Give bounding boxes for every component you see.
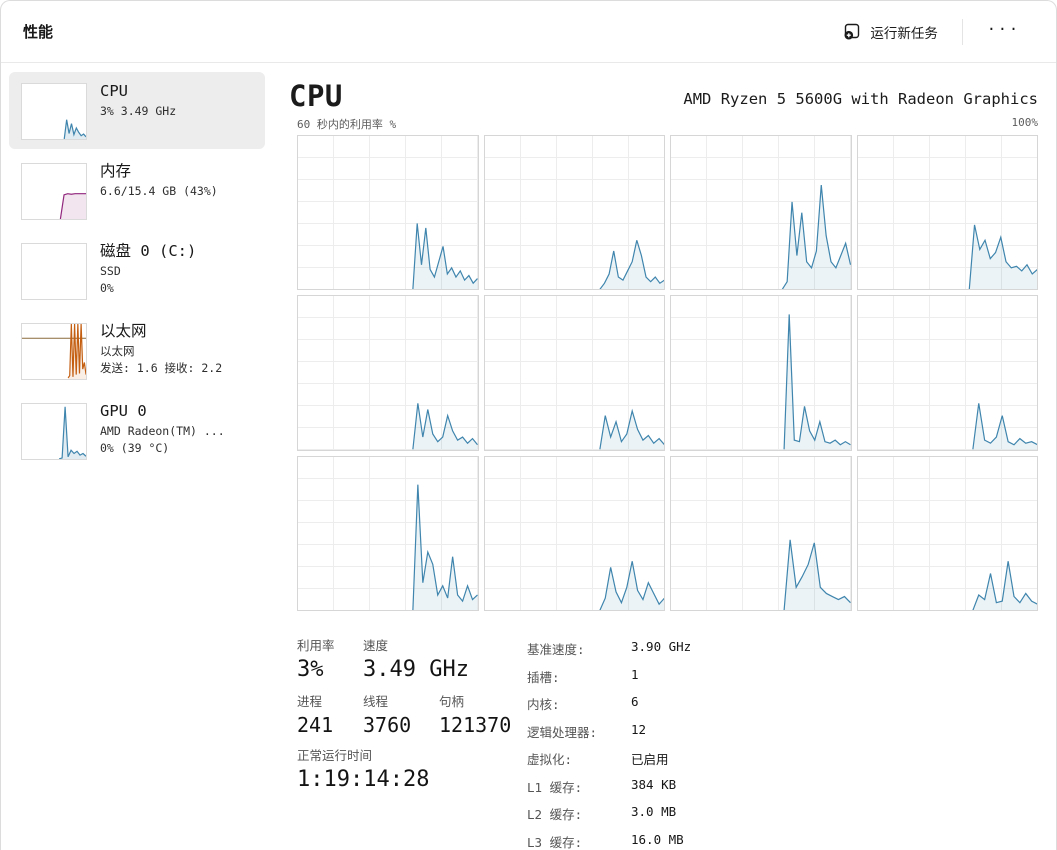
handles-value: 121370 — [439, 713, 512, 738]
run-new-task-label: 运行新任务 — [870, 25, 938, 42]
cpu-model-name: AMD Ryzen 5 5600G with Radeon Graphics — [683, 90, 1038, 108]
spec-value: 1 — [631, 666, 639, 682]
sidebar-memory-title: 内存 — [100, 162, 132, 180]
header-divider — [961, 18, 963, 45]
disk-mini-chart — [21, 243, 87, 300]
core-graph-10 — [670, 455, 852, 611]
core-graph-1 — [483, 135, 665, 291]
axis-label-right: 100% — [1011, 116, 1039, 129]
more-options-button[interactable]: ··· — [977, 16, 1030, 48]
sidebar-gpu-title: GPU 0 — [100, 402, 147, 420]
uptime-value: 1:19:14:28 — [297, 766, 430, 792]
speed-label: 速度 — [363, 638, 389, 653]
content-area: CPU 3% 3.49 GHz 内存 6.6/15.4 GB (43%) — [1, 63, 1056, 850]
spec-label: L3 缓存: — [527, 834, 583, 850]
processes-label: 进程 — [297, 694, 323, 710]
utilization-value: 3% — [297, 656, 324, 682]
spec-label: L1 缓存: — [527, 779, 583, 795]
page-title: 性能 — [23, 23, 54, 41]
core-graph-5 — [483, 295, 665, 451]
handles-label: 句柄 — [439, 694, 465, 710]
spec-value: 6 — [631, 694, 639, 709]
sidebar-disk-type: SSD — [100, 263, 121, 278]
core-graph-9 — [483, 455, 665, 611]
ethernet-mini-chart — [21, 323, 87, 380]
spec-label: 虚拟化: — [527, 752, 573, 767]
spec-row-2: 内核: 6 — [527, 694, 691, 713]
spec-row-4: 虚拟化: 已启用 — [527, 749, 691, 768]
spec-row-1: 插槽: 1 — [527, 667, 691, 686]
core-graph-0 — [297, 135, 479, 291]
spec-label: 插槽: — [527, 669, 560, 685]
run-new-task-button[interactable]: 运行新任务 — [834, 15, 948, 49]
sidebar-item-ethernet[interactable]: 以太网 以太网 发送: 1.6 接收: 2.2 — [9, 312, 265, 389]
cpu-title: CPU — [289, 79, 343, 113]
spec-row-3: 逻辑处理器: 12 — [527, 722, 691, 741]
utilization-label: 利用率 — [297, 638, 335, 653]
sidebar-item-memory[interactable]: 内存 6.6/15.4 GB (43%) — [9, 152, 265, 229]
cpu-spec-list: 基准速度: 3.90 GHz 插槽: 1 内核: 6 逻辑处理器: 12 虚拟化: 已启用 L1 缓… — [527, 637, 691, 850]
page-header: 性能 运行新任务 ··· — [1, 1, 1056, 63]
processes-value: 241 — [297, 713, 334, 738]
speed-value: 3.49 GHz — [363, 656, 469, 682]
sidebar-ethernet-title: 以太网 — [100, 322, 147, 340]
spec-row-7: L3 缓存: 16.0 MB — [527, 832, 691, 850]
spec-value: 已启用 — [631, 752, 669, 767]
threads-value: 3760 — [363, 713, 412, 738]
core-graph-4 — [297, 295, 479, 451]
threads-label: 线程 — [363, 694, 389, 710]
sidebar-gpu-usage: 0% (39 °C) — [100, 440, 170, 455]
spec-label: L2 缓存: — [527, 807, 583, 822]
spec-value: 3.90 GHz — [631, 639, 692, 654]
new-task-icon — [844, 23, 861, 40]
spec-row-5: L1 缓存: 384 KB — [527, 777, 691, 796]
logical-processor-grid — [297, 135, 1038, 611]
memory-mini-chart — [21, 163, 87, 220]
sidebar-cpu-detail: 3% 3.49 GHz — [100, 103, 177, 118]
ellipsis-icon: ··· — [986, 19, 1020, 38]
spec-value: 12 — [631, 721, 647, 737]
sidebar-ethernet-name: 以太网 — [100, 343, 135, 358]
sidebar-disk-usage: 0% — [100, 280, 114, 295]
core-graph-6 — [670, 295, 852, 451]
sidebar-cpu-title: CPU — [100, 82, 128, 100]
spec-value: 384 KB — [631, 776, 677, 792]
spec-value: 16.0 MB — [631, 831, 684, 847]
cpu-panel: CPU AMD Ryzen 5 5600G with Radeon Graphi… — [273, 63, 1056, 850]
spec-label: 逻辑处理器: — [527, 724, 598, 740]
sidebar-item-gpu[interactable]: GPU 0 AMD Radeon(TM) ... 0% (39 °C) — [9, 392, 265, 469]
core-graph-8 — [297, 455, 479, 611]
sidebar-item-disk[interactable]: 磁盘 0 (C:) SSD 0% — [9, 232, 265, 309]
sidebar-memory-detail: 6.6/15.4 GB (43%) — [100, 183, 218, 198]
spec-label: 内核: — [527, 697, 560, 712]
spec-row-6: L2 缓存: 3.0 MB — [527, 804, 691, 823]
axis-label-left: 60 秒内的利用率 % — [297, 118, 397, 131]
spec-row-0: 基准速度: 3.90 GHz — [527, 639, 691, 658]
spec-value: 3.0 MB — [631, 804, 677, 819]
performance-sidebar: CPU 3% 3.49 GHz 内存 6.6/15.4 GB (43%) — [1, 63, 273, 850]
cpu-stats: 利用率 3% 速度 3.49 GHz 进程 241 — [297, 637, 1038, 850]
core-graph-3 — [856, 135, 1038, 291]
sidebar-gpu-name: AMD Radeon(TM) ... — [100, 423, 225, 438]
header-actions: 运行新任务 ··· — [834, 15, 1030, 49]
sidebar-ethernet-throughput: 发送: 1.6 接收: 2.2 — [100, 360, 223, 375]
core-graph-2 — [670, 135, 852, 291]
cpu-mini-chart — [21, 83, 87, 140]
core-graph-11 — [856, 455, 1038, 611]
gpu-mini-chart — [21, 403, 87, 460]
spec-label: 基准速度: — [527, 642, 585, 657]
sidebar-item-cpu[interactable]: CPU 3% 3.49 GHz — [9, 72, 265, 149]
core-graph-7 — [856, 295, 1038, 451]
sidebar-disk-title: 磁盘 0 (C:) — [100, 242, 197, 260]
uptime-label: 正常运行时间 — [297, 748, 373, 764]
